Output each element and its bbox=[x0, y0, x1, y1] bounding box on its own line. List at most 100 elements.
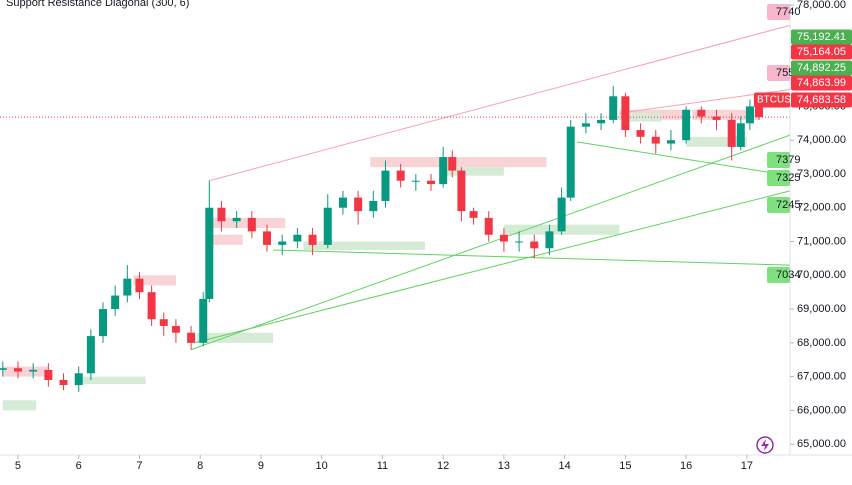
x-tick-label: 17 bbox=[741, 460, 753, 472]
sr-zone bbox=[443, 167, 504, 176]
y-tick-label: 72,000.00 bbox=[797, 202, 846, 214]
y-tick-label: 65,000.00 bbox=[797, 438, 846, 450]
drawing-label-box bbox=[767, 197, 790, 213]
candle-body bbox=[381, 170, 390, 201]
y-tick-label: 70,000.00 bbox=[797, 269, 846, 281]
candle-body bbox=[0, 368, 7, 370]
drawing-label: 7245 bbox=[776, 199, 800, 211]
sr-zone bbox=[197, 332, 274, 343]
candle-body bbox=[217, 207, 226, 222]
symbol-box bbox=[754, 92, 790, 108]
x-tick-label: 14 bbox=[559, 460, 571, 472]
trendline bbox=[576, 141, 791, 177]
trendline bbox=[209, 24, 791, 182]
candle-body bbox=[712, 116, 721, 120]
price-label-box bbox=[791, 75, 852, 91]
candle-body bbox=[308, 234, 317, 245]
candle-body bbox=[111, 295, 120, 310]
drawing-label: 7325 bbox=[776, 172, 800, 184]
price-label-box bbox=[791, 44, 852, 60]
sr-zone bbox=[303, 241, 425, 250]
candle-body bbox=[621, 96, 630, 131]
candle-body bbox=[411, 180, 420, 182]
price-label-box bbox=[791, 29, 852, 45]
plot-area bbox=[0, 24, 791, 411]
x-tick-label: 8 bbox=[197, 460, 203, 472]
candle-body bbox=[651, 136, 660, 144]
candle-body bbox=[369, 200, 378, 212]
candle-body bbox=[530, 241, 539, 249]
candle-body bbox=[99, 309, 108, 337]
candle-body bbox=[439, 157, 448, 185]
symbol-label: BTCUSD bbox=[757, 95, 798, 106]
x-tick-label: 5 bbox=[15, 460, 21, 472]
y-tick-label: 73,000.00 bbox=[797, 168, 846, 180]
drawing-label: 7740 bbox=[776, 6, 800, 18]
candle-body bbox=[566, 126, 575, 198]
candle-body bbox=[736, 123, 745, 147]
drawing-label: 7034 bbox=[776, 269, 800, 281]
sr-zone bbox=[370, 157, 444, 168]
sr-zone bbox=[212, 234, 243, 245]
candle-body bbox=[232, 217, 241, 222]
candle-body bbox=[123, 278, 132, 296]
candle-body bbox=[171, 325, 180, 333]
candle-body bbox=[247, 217, 256, 232]
candle-body bbox=[484, 217, 493, 235]
candle-body bbox=[499, 234, 508, 242]
drawing-label-box bbox=[767, 170, 790, 186]
candle-body bbox=[427, 180, 436, 185]
candle-body bbox=[666, 140, 675, 144]
x-tick-label: 15 bbox=[619, 460, 631, 472]
drawing-label-box bbox=[767, 4, 790, 20]
candle-body bbox=[338, 197, 347, 208]
x-tick-label: 9 bbox=[258, 460, 264, 472]
sr-zone bbox=[75, 376, 146, 385]
price-label-box bbox=[791, 60, 852, 76]
candle-body bbox=[727, 119, 736, 147]
candle-body bbox=[205, 207, 214, 299]
y-tick-label: 69,000.00 bbox=[797, 303, 846, 315]
last-price-label: 74,683.58 bbox=[797, 94, 846, 106]
replay-icon[interactable] bbox=[756, 436, 774, 454]
candle-body bbox=[469, 211, 478, 218]
y-tick-label: 67,000.00 bbox=[797, 371, 846, 383]
x-tick-label: 16 bbox=[680, 460, 692, 472]
candle-body bbox=[29, 369, 38, 372]
x-tick-label: 13 bbox=[498, 460, 510, 472]
drawing-label-box bbox=[767, 65, 790, 81]
candle-body bbox=[187, 332, 196, 343]
last-price-box bbox=[791, 92, 852, 108]
trendline bbox=[194, 190, 791, 344]
x-tick-label: 11 bbox=[377, 460, 388, 472]
candle-body bbox=[59, 380, 68, 386]
candle-body bbox=[636, 130, 645, 137]
candle-body bbox=[147, 292, 156, 320]
drawing-label-box bbox=[767, 152, 790, 168]
candle-body bbox=[199, 298, 208, 343]
sr-zone bbox=[692, 109, 760, 120]
price-label: 75,164.05 bbox=[797, 46, 846, 58]
candle-body bbox=[515, 241, 524, 243]
candle-body bbox=[682, 109, 691, 141]
x-tick-label: 7 bbox=[136, 460, 142, 472]
sr-zone bbox=[625, 113, 662, 122]
candle-body bbox=[354, 197, 363, 212]
price-label: 74,863.99 bbox=[797, 77, 846, 89]
candle-body bbox=[13, 368, 22, 372]
candle-body bbox=[581, 123, 590, 127]
candle-body bbox=[755, 106, 764, 118]
candle-body bbox=[293, 234, 302, 242]
sr-zone bbox=[133, 275, 176, 286]
sr-zone bbox=[686, 136, 747, 147]
candle-body bbox=[278, 241, 287, 245]
candle-body bbox=[263, 231, 272, 245]
y-tick-label: 66,000.00 bbox=[797, 404, 846, 416]
candle-body bbox=[597, 119, 606, 124]
trendline bbox=[273, 249, 791, 266]
candle-body bbox=[323, 207, 332, 245]
candle-body bbox=[697, 109, 706, 117]
candle-body bbox=[74, 373, 83, 386]
